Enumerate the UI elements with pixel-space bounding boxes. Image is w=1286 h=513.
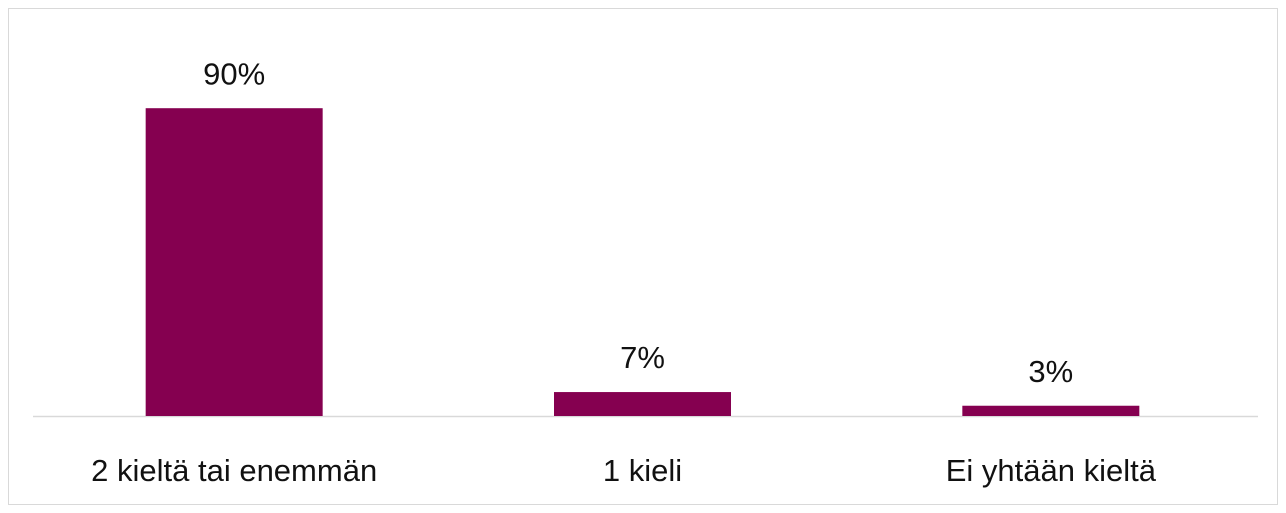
data-label: 90% [203,56,265,91]
bar [554,392,731,416]
bar [962,405,1140,416]
x-tick-label: Ei yhtään kieltä [946,453,1157,488]
data-label: 7% [620,340,665,375]
x-tick-label: 2 kieltä tai enemmän [91,453,377,488]
x-tick-label: 1 kieli [603,453,682,488]
bar [145,108,323,416]
data-label: 3% [1028,354,1073,389]
